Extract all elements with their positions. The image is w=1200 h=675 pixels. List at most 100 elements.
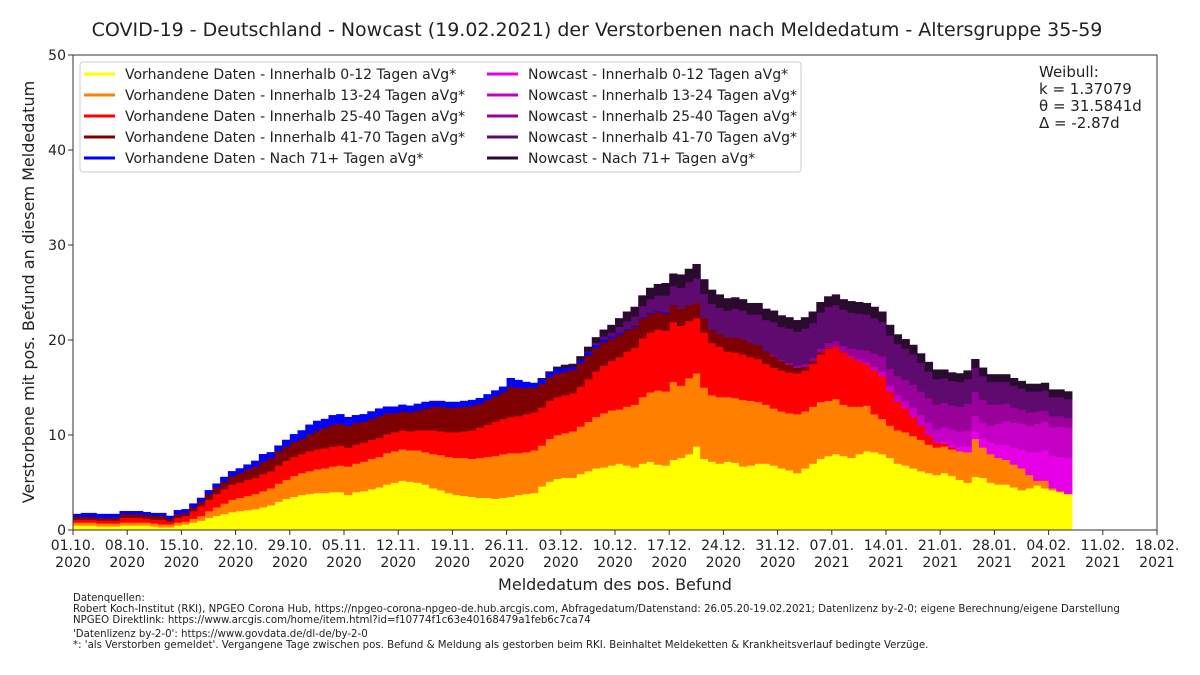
bar-segment <box>1002 374 1011 383</box>
bar-segment <box>808 360 817 365</box>
x-tick-year: 2020 <box>272 555 308 571</box>
bar-segment <box>413 482 423 531</box>
bar-segment <box>243 469 252 480</box>
bar-segment <box>878 321 887 357</box>
bar-segment <box>274 501 283 531</box>
bar-segment <box>661 283 670 296</box>
bar-segment <box>800 370 810 412</box>
bar-segment <box>467 430 477 460</box>
bar-segment <box>529 412 539 451</box>
bar-segment <box>653 295 663 311</box>
bar-segment <box>1048 427 1057 457</box>
series-10 <box>537 264 1073 400</box>
bar-segment <box>220 476 229 482</box>
bar-segment <box>227 511 237 531</box>
bar-segment <box>576 359 585 364</box>
bar-segment <box>460 406 469 432</box>
bar-segment <box>405 405 415 413</box>
bar-segment <box>692 264 701 279</box>
bar-segment <box>785 413 794 471</box>
bar-segment <box>777 411 786 469</box>
bar-segment <box>700 332 709 388</box>
bar-segment <box>134 517 144 523</box>
bar-segment <box>963 403 972 431</box>
bar-segment <box>274 445 283 452</box>
bar-segment <box>692 302 701 319</box>
bar-segment <box>80 516 90 520</box>
bar-segment <box>413 450 423 483</box>
bar-segment <box>328 446 337 467</box>
bar-segment <box>893 376 903 396</box>
bar-segment <box>142 511 152 516</box>
bar-segment <box>382 453 392 485</box>
bar-segment <box>568 363 577 367</box>
bar-segment <box>615 357 624 410</box>
bar-segment <box>1040 480 1050 489</box>
bar-segment <box>258 454 268 462</box>
bar-segment <box>537 383 546 408</box>
bar-segment <box>158 527 167 531</box>
bar-segment <box>777 468 786 531</box>
bar-segment <box>1002 420 1011 445</box>
bar-segment <box>808 358 817 362</box>
bar-segment <box>506 496 515 531</box>
bar-segment <box>855 454 864 531</box>
x-tick-year: 2020 <box>326 555 362 571</box>
bar-segment <box>1025 488 1034 531</box>
legend: Vorhandene Daten - Innerhalb 0-12 Tagen … <box>79 61 802 173</box>
bar-segment <box>986 374 995 383</box>
footer-line-1: Robert Koch-Institut (RKI), NPGEO Corona… <box>73 604 1120 616</box>
bar-segment <box>1056 491 1065 493</box>
bar-segment <box>80 512 90 517</box>
bar-segment <box>669 285 678 306</box>
legend-label: Nowcast - Innerhalb 13-24 Tagen aVg* <box>528 88 797 104</box>
x-tick-label: 28.01. <box>972 538 1017 554</box>
bar-segment <box>1033 383 1042 392</box>
bar-segment <box>421 452 430 485</box>
bar-segment <box>506 378 515 387</box>
bar-segment <box>615 332 624 335</box>
legend-item: Nowcast - Innerhalb 0-12 Tagen aVg* <box>487 67 788 83</box>
bar-segment <box>615 409 624 464</box>
bar-segment <box>800 366 810 371</box>
bar-segment <box>1002 484 1011 531</box>
bar-segment <box>1033 391 1042 412</box>
bar-segment <box>212 515 221 531</box>
bar-segment <box>862 451 872 531</box>
bar-segment <box>274 465 283 484</box>
bar-segment <box>96 513 105 518</box>
x-tick-year: 2020 <box>164 555 200 571</box>
bar-segment <box>584 346 593 352</box>
bar-segment <box>855 313 864 350</box>
x-axis: 01.10.202008.10.202015.10.202022.10.2020… <box>51 530 1179 571</box>
y-axis-label: Verstorbene mit pos. Befund an diesem Me… <box>19 81 38 503</box>
bar-segment <box>909 407 918 418</box>
bar-segment <box>119 511 128 515</box>
bar-segment <box>599 329 608 337</box>
bar-segment <box>731 337 740 353</box>
bar-segment <box>413 403 423 411</box>
bar-segment <box>661 465 670 531</box>
bar-segment <box>1056 397 1065 417</box>
bar-segment <box>645 332 655 393</box>
bar-segment <box>313 449 322 470</box>
bar-segment <box>374 408 384 417</box>
bar-segment <box>723 397 732 462</box>
bar-segment <box>785 364 794 373</box>
bar-segment <box>607 338 616 362</box>
bar-segment <box>181 515 190 522</box>
bar-segment <box>700 387 709 460</box>
bar-segment <box>367 489 376 531</box>
bar-segment <box>460 431 469 459</box>
bar-segment <box>390 413 399 433</box>
bar-segment <box>831 294 841 306</box>
bar-segment <box>436 431 446 456</box>
bar-segment <box>576 426 585 475</box>
bar-segment <box>344 425 353 448</box>
bar-segment <box>134 525 144 531</box>
bar-segment <box>916 415 926 426</box>
bar-segment <box>862 405 872 452</box>
bar-segment <box>707 461 717 531</box>
bar-segment <box>452 401 461 408</box>
x-tick-year: 2021 <box>977 555 1013 571</box>
